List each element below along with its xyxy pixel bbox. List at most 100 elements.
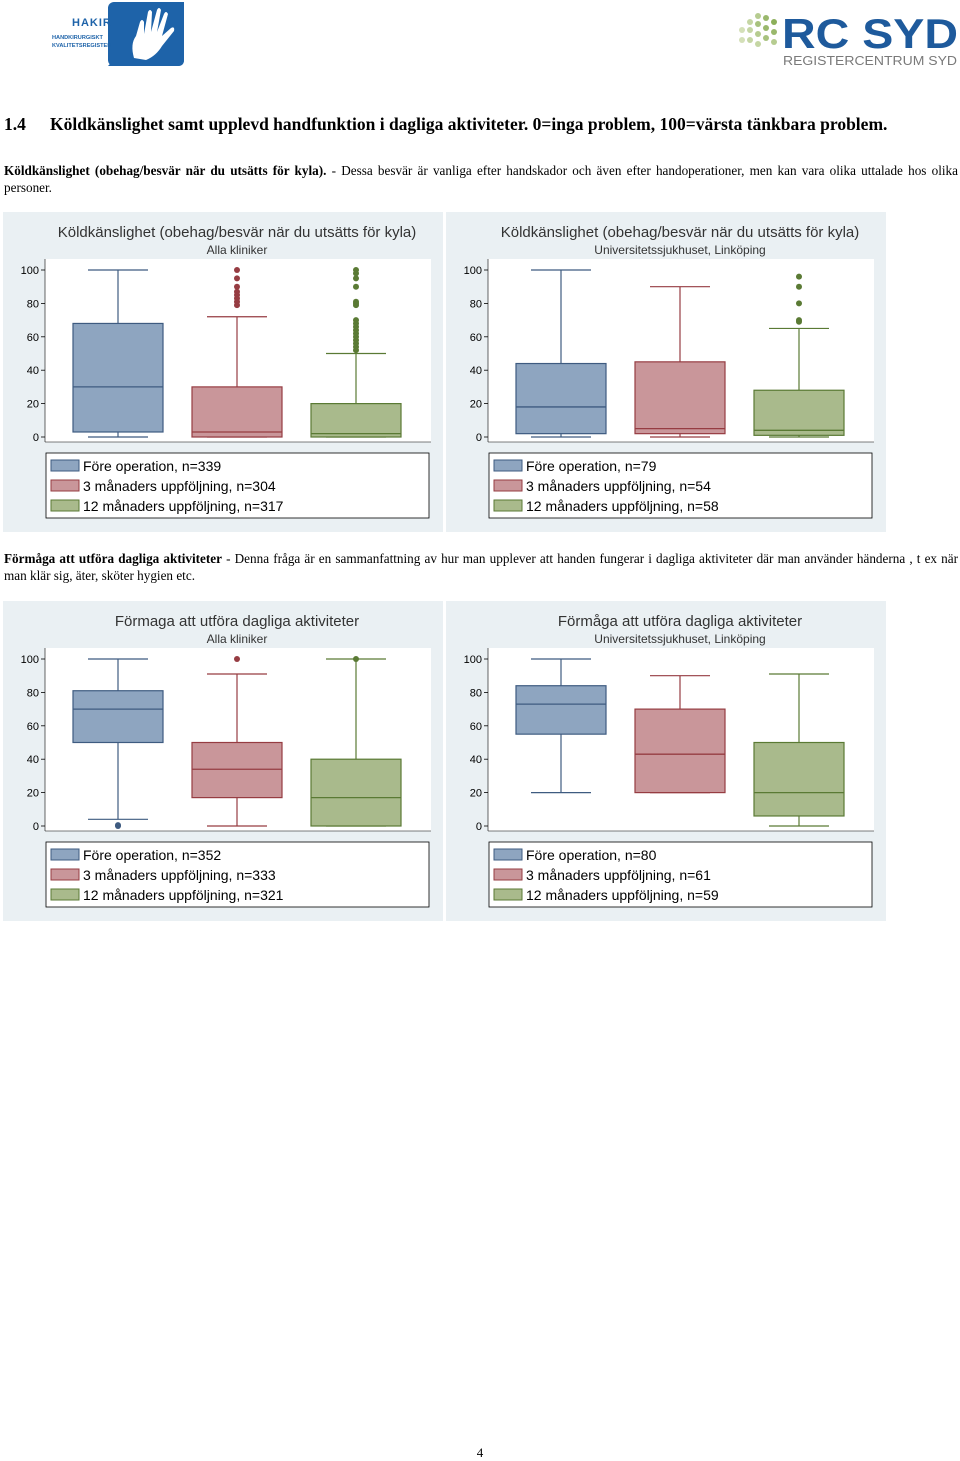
chart-subtitle: Universitetssjukhuset, Linköping — [594, 243, 765, 257]
y-tick-label: 20 — [470, 399, 482, 411]
outlier-point — [234, 283, 240, 290]
legend-swatch — [493, 888, 523, 901]
chart-subtitle: Alla kliniker — [207, 632, 268, 646]
legend-swatch — [50, 868, 80, 881]
y-tick-label: 60 — [470, 332, 482, 344]
outlier-point — [796, 300, 802, 307]
iqr-box — [310, 758, 402, 827]
daily-activities-term: Förmåga att utföra dagliga aktiviteter — [4, 551, 222, 566]
iqr-box — [753, 741, 845, 817]
outlier-point — [234, 656, 240, 662]
outlier-point — [234, 275, 240, 282]
outlier-point — [353, 267, 359, 273]
y-tick-label: 100 — [21, 654, 39, 666]
y-tick-label: 0 — [476, 432, 482, 444]
outlier-point — [353, 298, 359, 305]
y-tick-label: 100 — [21, 265, 39, 277]
iqr-box — [72, 690, 164, 744]
legend-label: 12 månaders uppföljning, n=59 — [526, 887, 719, 903]
iqr-box — [72, 322, 164, 433]
iqr-box — [753, 389, 845, 436]
outlier-point — [234, 288, 240, 295]
daily-activities-description: Förmåga att utföra dagliga aktiviteter -… — [4, 551, 958, 584]
outlier-point — [234, 267, 240, 273]
legend-label: 12 månaders uppföljning, n=321 — [83, 887, 284, 903]
hakir-line2: KVALITETSREGISTER — [52, 43, 111, 49]
box-series-2 — [191, 656, 283, 827]
chart-daily-linkoping: Förmåga att utföra dagliga aktiviteter Un… — [446, 601, 886, 921]
box-plot-svg: Köldkänslighet (obehag/besvär när du uts… — [3, 212, 443, 532]
legend-label: Före operation, n=339 — [83, 458, 221, 474]
legend-swatch — [50, 888, 80, 901]
y-tick-label: 0 — [33, 432, 39, 444]
iqr-box — [191, 741, 283, 799]
daily-activities-text: - Denna fråga är en sammanfattning av hu… — [4, 551, 958, 583]
chart-title: Köldkänslighet (obehag/besvär när du uts… — [58, 224, 417, 241]
legend-box — [488, 452, 873, 519]
legend-label: 3 månaders uppföljning, n=333 — [83, 867, 276, 883]
section-number: 1.4 — [4, 114, 26, 134]
box-series-3 — [310, 267, 402, 438]
box-series-2 — [634, 675, 726, 794]
legend-swatch — [50, 459, 80, 472]
legend-swatch — [493, 479, 523, 492]
legend: Före operation, n=79 3 månaders uppföljni… — [488, 452, 873, 519]
y-tick-label: 20 — [470, 788, 482, 800]
iqr-box — [191, 386, 283, 438]
legend: Före operation, n=339 3 månaders uppföljn… — [45, 452, 430, 519]
legend-label: 3 månaders uppföljning, n=54 — [526, 478, 711, 494]
y-tick-label: 40 — [27, 754, 39, 766]
iqr-box — [515, 362, 607, 435]
cold-sensitivity-text: - Dessa besvär är vanliga efter handskad… — [4, 163, 958, 195]
chart-daily-all-clinics: Förmaga att utföra dagliga aktiviteter Al… — [3, 601, 443, 921]
y-tick-label: 40 — [27, 365, 39, 377]
box-series-2 — [191, 267, 283, 438]
legend-label: Före operation, n=80 — [526, 847, 657, 863]
outlier-point — [796, 273, 802, 280]
cold-sensitivity-term: Köldkänslighet (obehag/besvär när du uts… — [4, 163, 327, 178]
outlier-point — [353, 275, 359, 282]
legend-label: 3 månaders uppföljning, n=304 — [83, 478, 276, 494]
y-tick-label: 80 — [470, 298, 482, 310]
y-tick-label: 40 — [470, 365, 482, 377]
y-tick-label: 60 — [27, 721, 39, 733]
legend-label: Före operation, n=352 — [83, 847, 221, 863]
legend-swatch — [493, 459, 523, 472]
chart-cold-linkoping: Köldkänslighet (obehag/besvär när du uts… — [446, 212, 886, 532]
chart-title: Förmåga att utföra dagliga aktiviteter — [558, 613, 802, 630]
box-series-3 — [753, 673, 845, 827]
y-tick-label: 20 — [27, 399, 39, 411]
legend-label: 3 månaders uppföljning, n=61 — [526, 867, 711, 883]
legend-swatch — [50, 499, 80, 512]
chart-title: Köldkänslighet (obehag/besvär när du uts… — [501, 224, 860, 241]
box-series-1 — [72, 658, 164, 829]
legend: Före operation, n=80 3 månaders uppföljni… — [488, 841, 873, 908]
legend-swatch — [50, 848, 80, 861]
hakir-logo: HAKIR HANDKIRURGISKT KVALITETSREGISTER — [42, 2, 184, 66]
y-tick-label: 100 — [464, 654, 482, 666]
outlier-point — [353, 656, 359, 662]
legend: Före operation, n=352 3 månaders uppföljn… — [45, 841, 430, 908]
y-tick-label: 60 — [27, 332, 39, 344]
y-tick-label: 80 — [27, 687, 39, 699]
legend-box — [45, 841, 430, 908]
outlier-point — [796, 283, 802, 290]
y-tick-label: 60 — [470, 721, 482, 733]
legend-box — [45, 452, 430, 519]
y-tick-label: 80 — [27, 298, 39, 310]
legend-swatch — [493, 848, 523, 861]
box-series-1 — [515, 658, 607, 794]
box-series-3 — [753, 273, 845, 438]
y-tick-label: 0 — [476, 821, 482, 833]
y-tick-label: 40 — [470, 754, 482, 766]
y-tick-label: 80 — [470, 687, 482, 699]
chart-cold-all-clinics: Köldkänslighet (obehag/besvär när du uts… — [3, 212, 443, 532]
legend-label: Före operation, n=79 — [526, 458, 657, 474]
y-tick-label: 100 — [464, 265, 482, 277]
legend-swatch — [493, 868, 523, 881]
y-tick-label: 0 — [33, 821, 39, 833]
chart-title: Förmaga att utföra dagliga aktiviteter — [115, 613, 359, 630]
rcsyd-subtitle: REGISTERCENTRUM SYD — [783, 54, 957, 68]
box-series-1 — [72, 269, 164, 438]
legend-swatch — [493, 499, 523, 512]
